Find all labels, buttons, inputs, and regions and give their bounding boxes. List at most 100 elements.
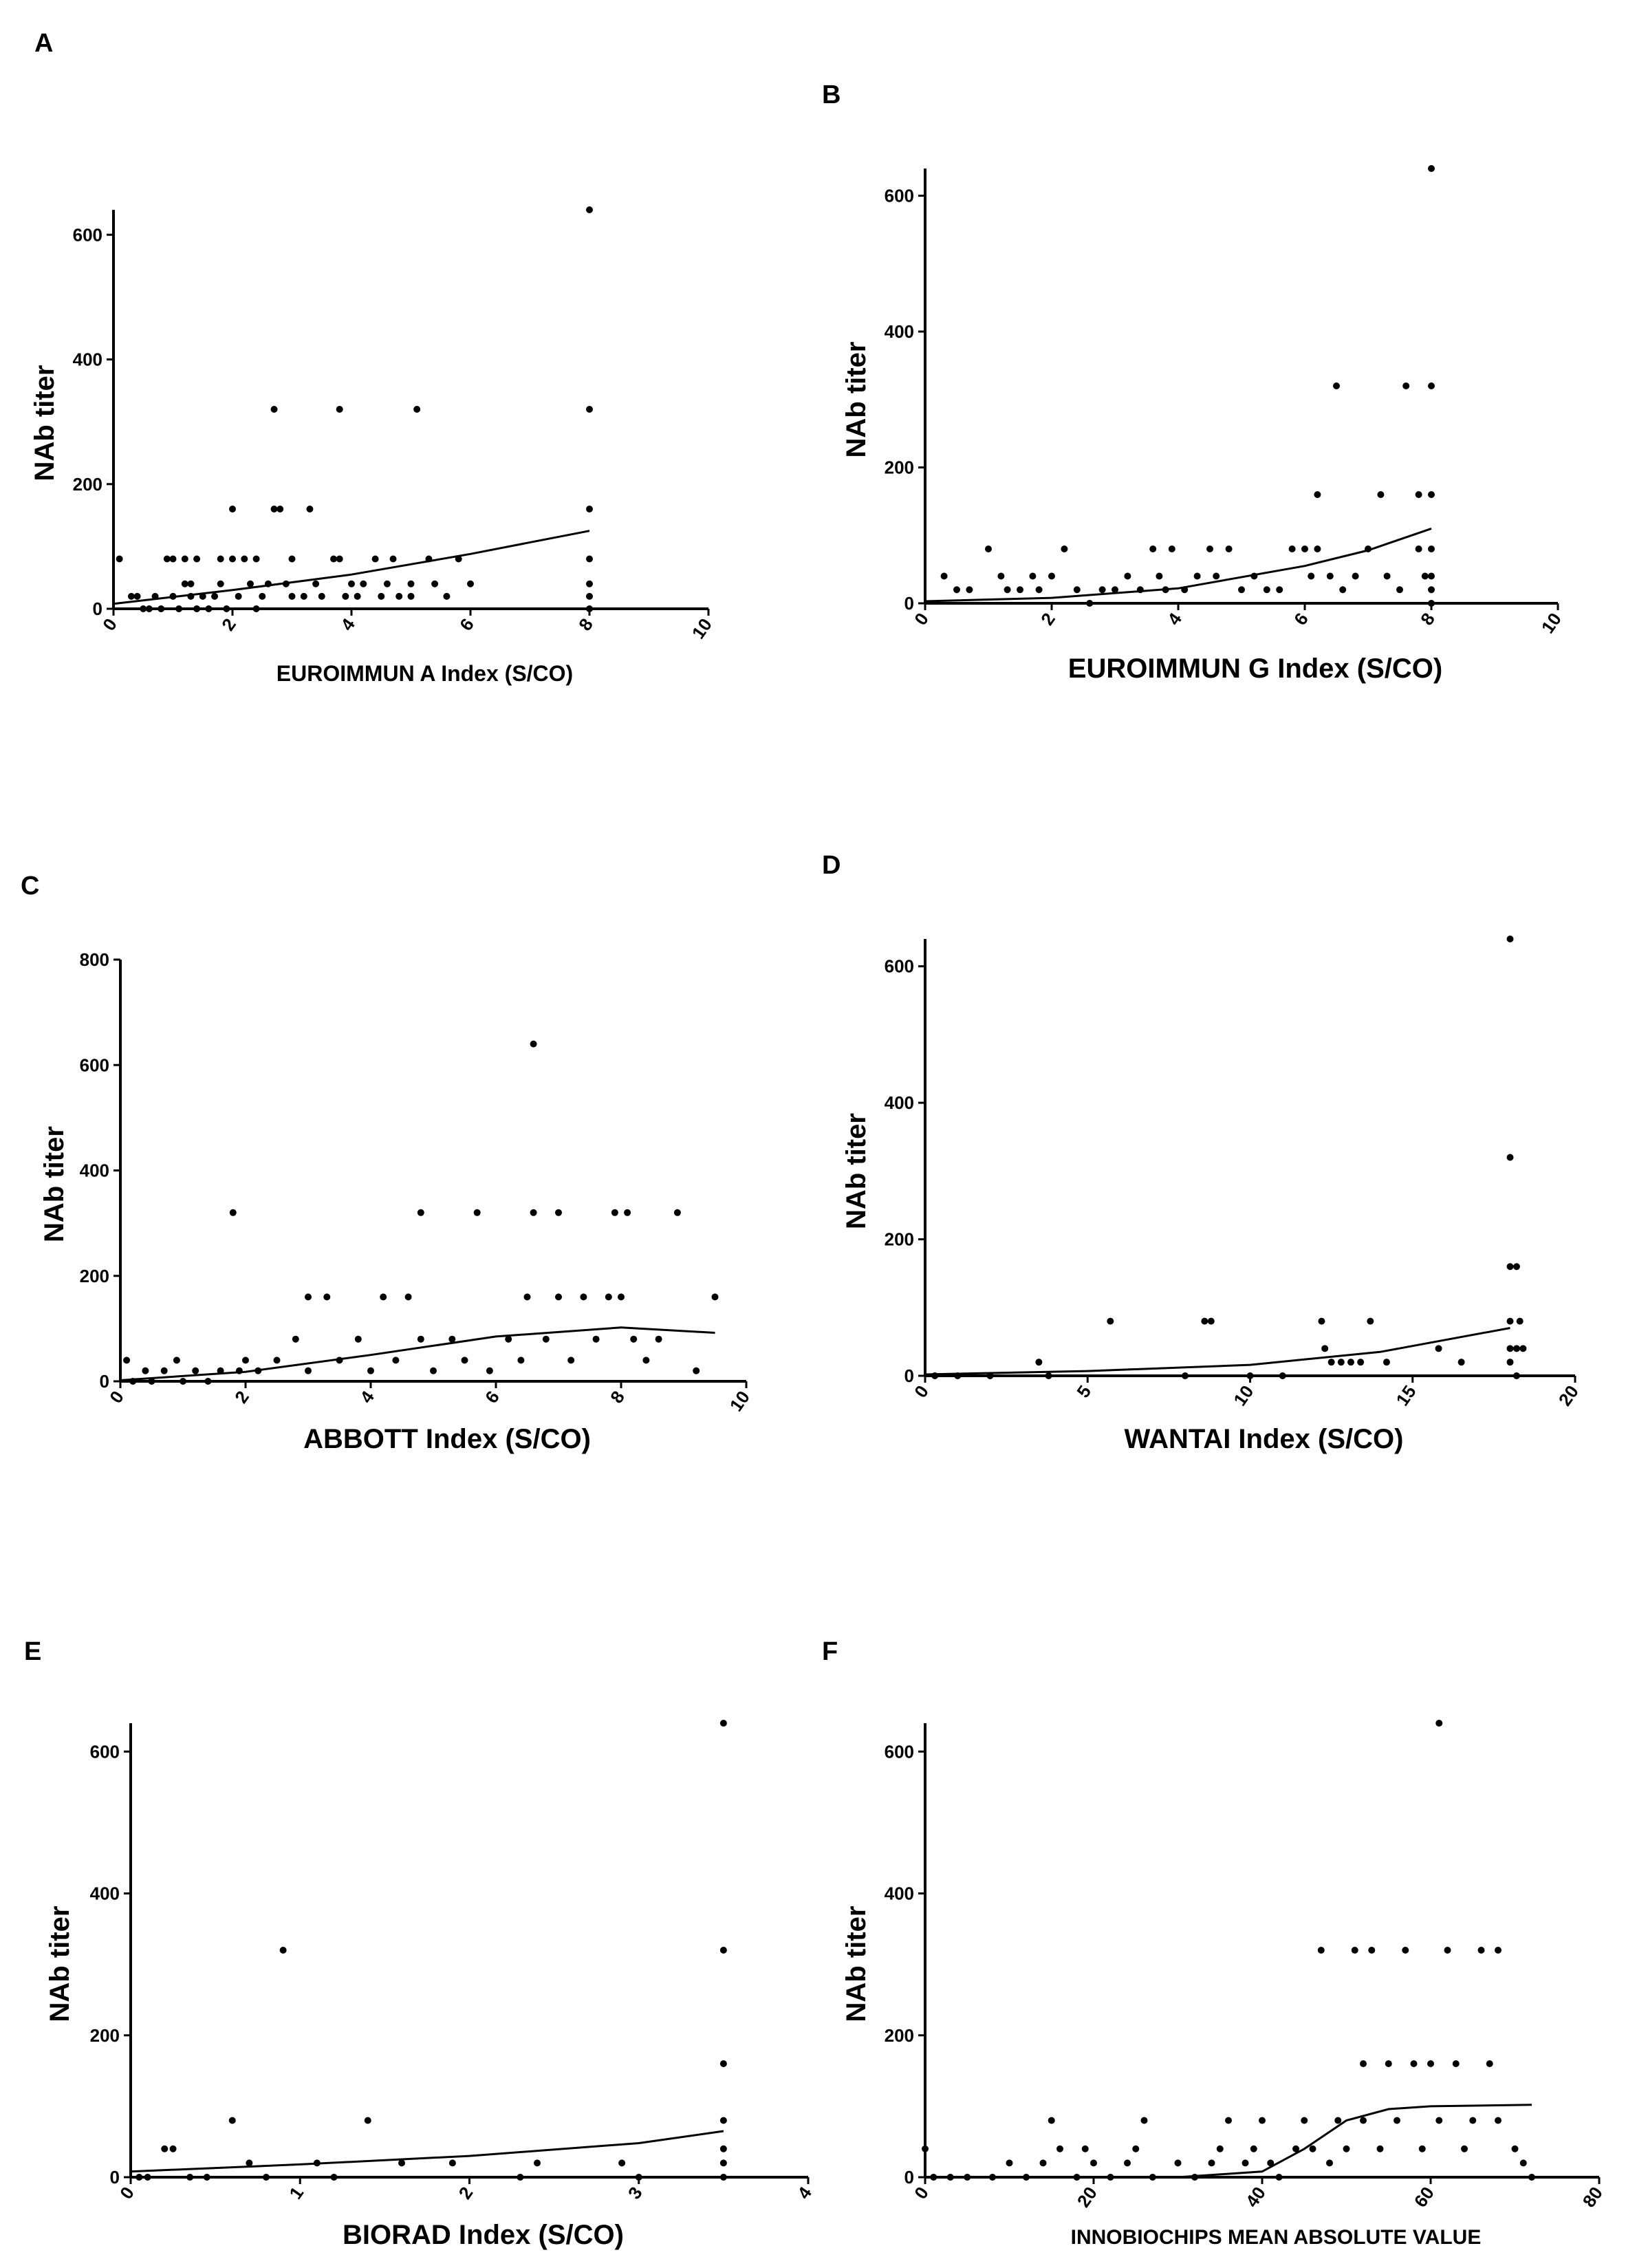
panel-f-data-point [1023, 2174, 1030, 2181]
panel-c-data-point [618, 1293, 625, 1301]
panel-e-data-point [719, 1720, 727, 1727]
panel-a-data-point [158, 605, 165, 612]
panel-e-data-point [169, 2145, 177, 2152]
panel-e-data-point [534, 2159, 541, 2167]
panel-e-x-tick-label: 3 [624, 2183, 647, 2203]
panel-b-data-point [1339, 586, 1347, 594]
panel-b-data-point [1238, 586, 1245, 594]
panel-d-data-point [1513, 1263, 1520, 1271]
panel-a: A 0 200 400 600 0 2 4 6 8 10 EUROIMMUN A Index (S/C… [30, 29, 716, 686]
panel-d-data-point [1457, 1359, 1465, 1366]
panel-b-data-point [1428, 586, 1435, 594]
panel-d-data-point [1516, 1317, 1524, 1325]
panel-d-y-tick-label: 400 [885, 1092, 914, 1113]
panel-c-data-point [580, 1293, 587, 1301]
panel-c-data-point [323, 1293, 331, 1301]
panel-f-y-tick-label: 600 [885, 1741, 914, 1762]
panel-d-data-point [1347, 1359, 1354, 1366]
panel-c-data-point [336, 1357, 343, 1364]
panel-b-data-point [953, 586, 960, 594]
panel-d-data-point [1357, 1359, 1365, 1366]
panel-a-data-point [163, 555, 171, 563]
panel-e-data-point [186, 2174, 194, 2181]
panel-b-data-point [1365, 546, 1372, 552]
panel-a-data-point [181, 555, 188, 563]
panel-a-data-point [264, 580, 272, 587]
panel-b-data-point [1193, 572, 1201, 580]
panel-e-x-tick-label: 4 [793, 2183, 816, 2203]
panel-a-data-point [455, 555, 462, 563]
panel-a-data-point [395, 592, 403, 600]
panel-b-data-point [1149, 546, 1157, 552]
panel-b-x-tick-label: 6 [1290, 609, 1312, 629]
panel-c: C 0 200 400 600 800 0 2 4 6 8 10 ABBOTT Index (S/CO)… [21, 872, 754, 1454]
panel-a-x-tick-label: 6 [455, 614, 478, 634]
panel-f-data-point [1107, 2174, 1114, 2181]
panel-a-data-point [211, 592, 219, 600]
panel-b-data-point [1181, 586, 1189, 594]
panel-c-data-point [305, 1367, 312, 1374]
panel-e-data-point [719, 2060, 727, 2067]
panel-b-data-point [1314, 491, 1321, 498]
panel-c-data-point [693, 1367, 700, 1374]
panel-c-data-point [555, 1293, 562, 1301]
panel-f-data-point [1376, 2145, 1384, 2152]
panel-d-x-tick-label: 20 [1554, 1381, 1583, 1410]
panel-b-data-point [1213, 572, 1220, 580]
panel-c-data-point [567, 1357, 575, 1364]
panel-c-data-point [392, 1357, 400, 1364]
panel-f-data-point [1461, 2145, 1468, 2152]
panel-a-data-point [389, 555, 397, 563]
panel-f-x-axis-title: INNOBIOCHIPS MEAN ABSOLUTE VALUE [1071, 2226, 1482, 2249]
panel-c-data-point [523, 1293, 531, 1301]
panel-c-data-point [229, 1209, 237, 1216]
panel-f-data-point [1435, 1720, 1443, 1727]
panel-b-data-point [1061, 546, 1068, 552]
panel-c-data-point [630, 1335, 638, 1343]
panel-c-data-point [123, 1357, 131, 1364]
panel-e-y-tick-label: 400 [90, 1883, 120, 1904]
panel-a-data-point [187, 592, 195, 600]
panel-a-data-point [413, 406, 421, 413]
panel-f-data-point [1275, 2174, 1283, 2181]
panel-b-data-point [1428, 572, 1435, 580]
panel-e-data-point [719, 2174, 727, 2181]
panel-a-data-point [193, 555, 201, 563]
panel-a-data-point [145, 605, 153, 612]
panel-d-data-point [1506, 1359, 1514, 1366]
panel-b-data-point [966, 586, 973, 594]
panel-c-data-point [611, 1209, 618, 1216]
panel-b-letter: B [822, 80, 841, 109]
panel-d-x-tick-label: 10 [1229, 1381, 1257, 1410]
panel-e-data-point [330, 2174, 338, 2181]
panel-c-data-point [305, 1293, 312, 1301]
panel-f-data-point [1292, 2145, 1299, 2152]
panel-e-data-point [263, 2174, 270, 2181]
panel-d-x-tick-label: 0 [910, 1381, 933, 1401]
panel-b-x-tick-label: 10 [1537, 609, 1565, 637]
panel-f-data-point [1351, 1947, 1358, 1954]
panel-f: F 0 200 400 600 0 20 40 60 80 INNOBIOCHIPS MEAN AB… [822, 1637, 1607, 2249]
panel-a-data-point [586, 592, 593, 600]
panel-e-data-point [719, 1947, 727, 1954]
panel-b-y-axis-title: NAb titer [841, 342, 871, 458]
panel-c-data-point [173, 1357, 180, 1364]
panel-a-data-point [383, 580, 391, 587]
panel-b-data-point [1225, 546, 1233, 552]
panel-c-data-point [217, 1367, 224, 1374]
panel-b-data-point [1396, 586, 1403, 594]
panel-a-data-point [175, 605, 183, 612]
panel-f-data-point [1225, 2117, 1232, 2124]
panel-d-data-point [1318, 1317, 1325, 1325]
panel-c-data-point [605, 1293, 612, 1301]
panel-b-data-point [1421, 572, 1429, 580]
panel-e-y-axis-title: NAb titer [45, 1906, 75, 2022]
panel-f-x-tick-label: 0 [910, 2183, 933, 2203]
panel-a-fit-curve [113, 530, 590, 605]
panel-a-data-point [300, 592, 307, 600]
panel-e-data-point [228, 2117, 236, 2124]
panel-d-data-point [986, 1372, 994, 1379]
panel-f-data-point [1056, 2145, 1063, 2152]
panel-d-data-point [1182, 1372, 1189, 1379]
panel-a-data-point [586, 506, 593, 512]
